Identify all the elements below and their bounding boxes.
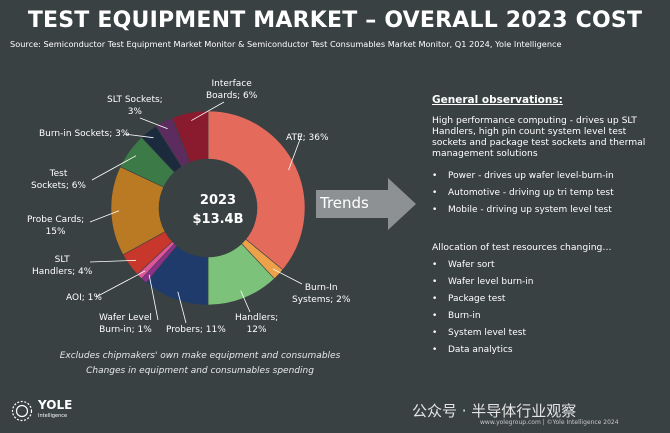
yole-logo-text: YOLE Intelligence (38, 398, 73, 422)
observations-heading: General observations: (432, 94, 563, 106)
label-handlers-line2: 12% (246, 325, 267, 335)
leader-line (272, 268, 303, 285)
bullet-icon: • (432, 277, 438, 287)
list-item: • Package test (432, 293, 533, 310)
label-handlers: Handlers; 12% (235, 312, 278, 336)
leader-line (91, 155, 137, 181)
leader-line (240, 290, 251, 313)
label-probe-cards-line2: 15% (45, 227, 66, 237)
leader-line (191, 101, 225, 121)
list-item: • Mobile - driving up system level test (432, 204, 614, 221)
label-interface-boards-line1: Interface (211, 79, 252, 89)
label-test-sockets-line2: Sockets; 6% (31, 181, 86, 191)
leader-line (139, 117, 168, 130)
bullet-icon: • (432, 260, 438, 270)
list-item: • Wafer sort (432, 259, 533, 276)
label-test-sockets: Test Sockets; 6% (31, 168, 86, 192)
yole-logo: YOLE Intelligence (11, 398, 73, 422)
chart-center-total: $13.4B (192, 212, 244, 227)
page-title: TEST EQUIPMENT MARKET – OVERALL 2023 COS… (27, 8, 643, 33)
leader-line (123, 133, 154, 139)
list-item: • Burn-in (432, 310, 533, 327)
list-item-text: System level test (448, 328, 526, 338)
list-item-text: Burn-in (448, 311, 481, 321)
label-interface-boards: Interface Boards; 6% (206, 78, 257, 102)
label-burnin-systems-line1: Burn-In (304, 283, 338, 293)
label-test-sockets-line1: Test (49, 169, 68, 179)
leader-line (89, 210, 120, 223)
source-note: Source: Semiconductor Test Equipment Mar… (10, 39, 562, 49)
list-item: • System level test (432, 327, 533, 344)
list-item: • Automotive - driving up tri temp test (432, 187, 614, 204)
label-slt-sockets-line1: SLT Sockets; (107, 95, 163, 105)
list-item-text: Wafer level burn-in (448, 277, 534, 287)
label-aoi: AOI; 1% (66, 293, 102, 303)
trends-label: Trends (320, 194, 369, 212)
label-burnin-sockets: Burn-in Sockets; 3% (39, 129, 130, 139)
trends-arrow-icon (316, 178, 416, 230)
leader-line (95, 270, 146, 298)
observations-list: • Power - drives up wafer level-burn-in •… (432, 170, 614, 221)
bullet-icon: • (432, 205, 438, 215)
bullet-icon: • (432, 188, 438, 198)
label-burnin-systems: Burn-In Systems; 2% (292, 282, 350, 306)
bullet-icon: • (432, 171, 438, 181)
bullet-icon: • (432, 294, 438, 304)
label-slt-handlers-line1: SLT (54, 255, 70, 265)
label-probe-cards-line1: Probe Cards; (27, 215, 85, 225)
footnote-1: Excludes chipmakers' own make equipment … (59, 351, 341, 361)
yole-logo-name: YOLE (38, 398, 73, 412)
yole-logo-icon (11, 400, 33, 422)
leader-line (89, 259, 137, 263)
label-wafer-level-burnin: Wafer Level Burn-in; 1% (99, 312, 152, 336)
label-wafer-level-burnin-line1: Wafer Level (99, 313, 152, 323)
list-item-text: Power - drives up wafer level-burn-in (448, 171, 614, 181)
bullet-icon: • (432, 345, 438, 355)
label-probe-cards: Probe Cards; 15% (27, 214, 84, 238)
label-probers: Probers; 11% (166, 325, 226, 335)
yole-logo-sub: Intelligence (38, 413, 68, 419)
label-slt-handlers: SLT Handlers; 4% (32, 254, 92, 278)
list-item-text: Package test (448, 294, 506, 304)
list-item-text: Mobile - driving up system level test (448, 205, 612, 215)
footnote-2: Changes in equipment and consumables spe… (86, 366, 314, 376)
footer-url: www.yolegroup.com | ©Yole Intelligence 2… (480, 419, 619, 426)
label-wafer-level-burnin-line2: Burn-in; 1% (99, 325, 152, 335)
label-slt-sockets-line2: 3% (127, 107, 142, 117)
label-ate: ATE; 36% (286, 133, 329, 143)
list-item: • Power - drives up wafer level-burn-in (432, 170, 614, 187)
allocation-heading: Allocation of test resources changing… (432, 242, 612, 253)
chart-center-year: 2023 (199, 193, 237, 208)
bullet-icon: • (432, 311, 438, 321)
list-item: • Wafer level burn-in (432, 276, 533, 293)
list-item-text: Data analytics (448, 345, 513, 355)
allocation-list: • Wafer sort • Wafer level burn-in • Packag… (432, 259, 533, 361)
leader-line (177, 291, 187, 324)
list-item: • Data analytics (432, 344, 533, 361)
leader-line (288, 133, 303, 171)
wechat-watermark: 公众号 · 半导体行业观察 (412, 402, 577, 420)
list-item-text: Wafer sort (448, 260, 495, 270)
slice-interface-boards (171, 110, 209, 163)
label-interface-boards-line2: Boards; 6% (206, 91, 258, 101)
label-slt-sockets: SLT Sockets; 3% (107, 94, 163, 118)
list-item-text: Automotive - driving up tri temp test (448, 188, 614, 198)
label-burnin-systems-line2: Systems; 2% (292, 295, 351, 305)
label-handlers-line1: Handlers; (235, 313, 279, 323)
observations-body: High performance computing - drives up S… (432, 115, 646, 159)
label-slt-handlers-line2: Handlers; 4% (32, 267, 93, 277)
leader-line (148, 274, 159, 321)
slice-ate (207, 110, 306, 271)
bullet-icon: • (432, 328, 438, 338)
